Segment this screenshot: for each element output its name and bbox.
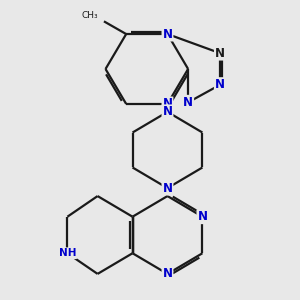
Text: N: N (163, 98, 172, 110)
Text: N: N (215, 78, 225, 92)
Text: NH: NH (59, 248, 76, 258)
Text: N: N (163, 182, 172, 195)
Text: N: N (215, 46, 225, 60)
Text: N: N (183, 96, 193, 109)
Text: N: N (183, 96, 193, 109)
Text: N: N (163, 267, 172, 280)
Text: N: N (163, 105, 172, 119)
Text: N: N (197, 210, 207, 223)
Text: CH₃: CH₃ (82, 11, 98, 20)
Text: N: N (163, 28, 172, 40)
Text: N: N (215, 78, 225, 92)
